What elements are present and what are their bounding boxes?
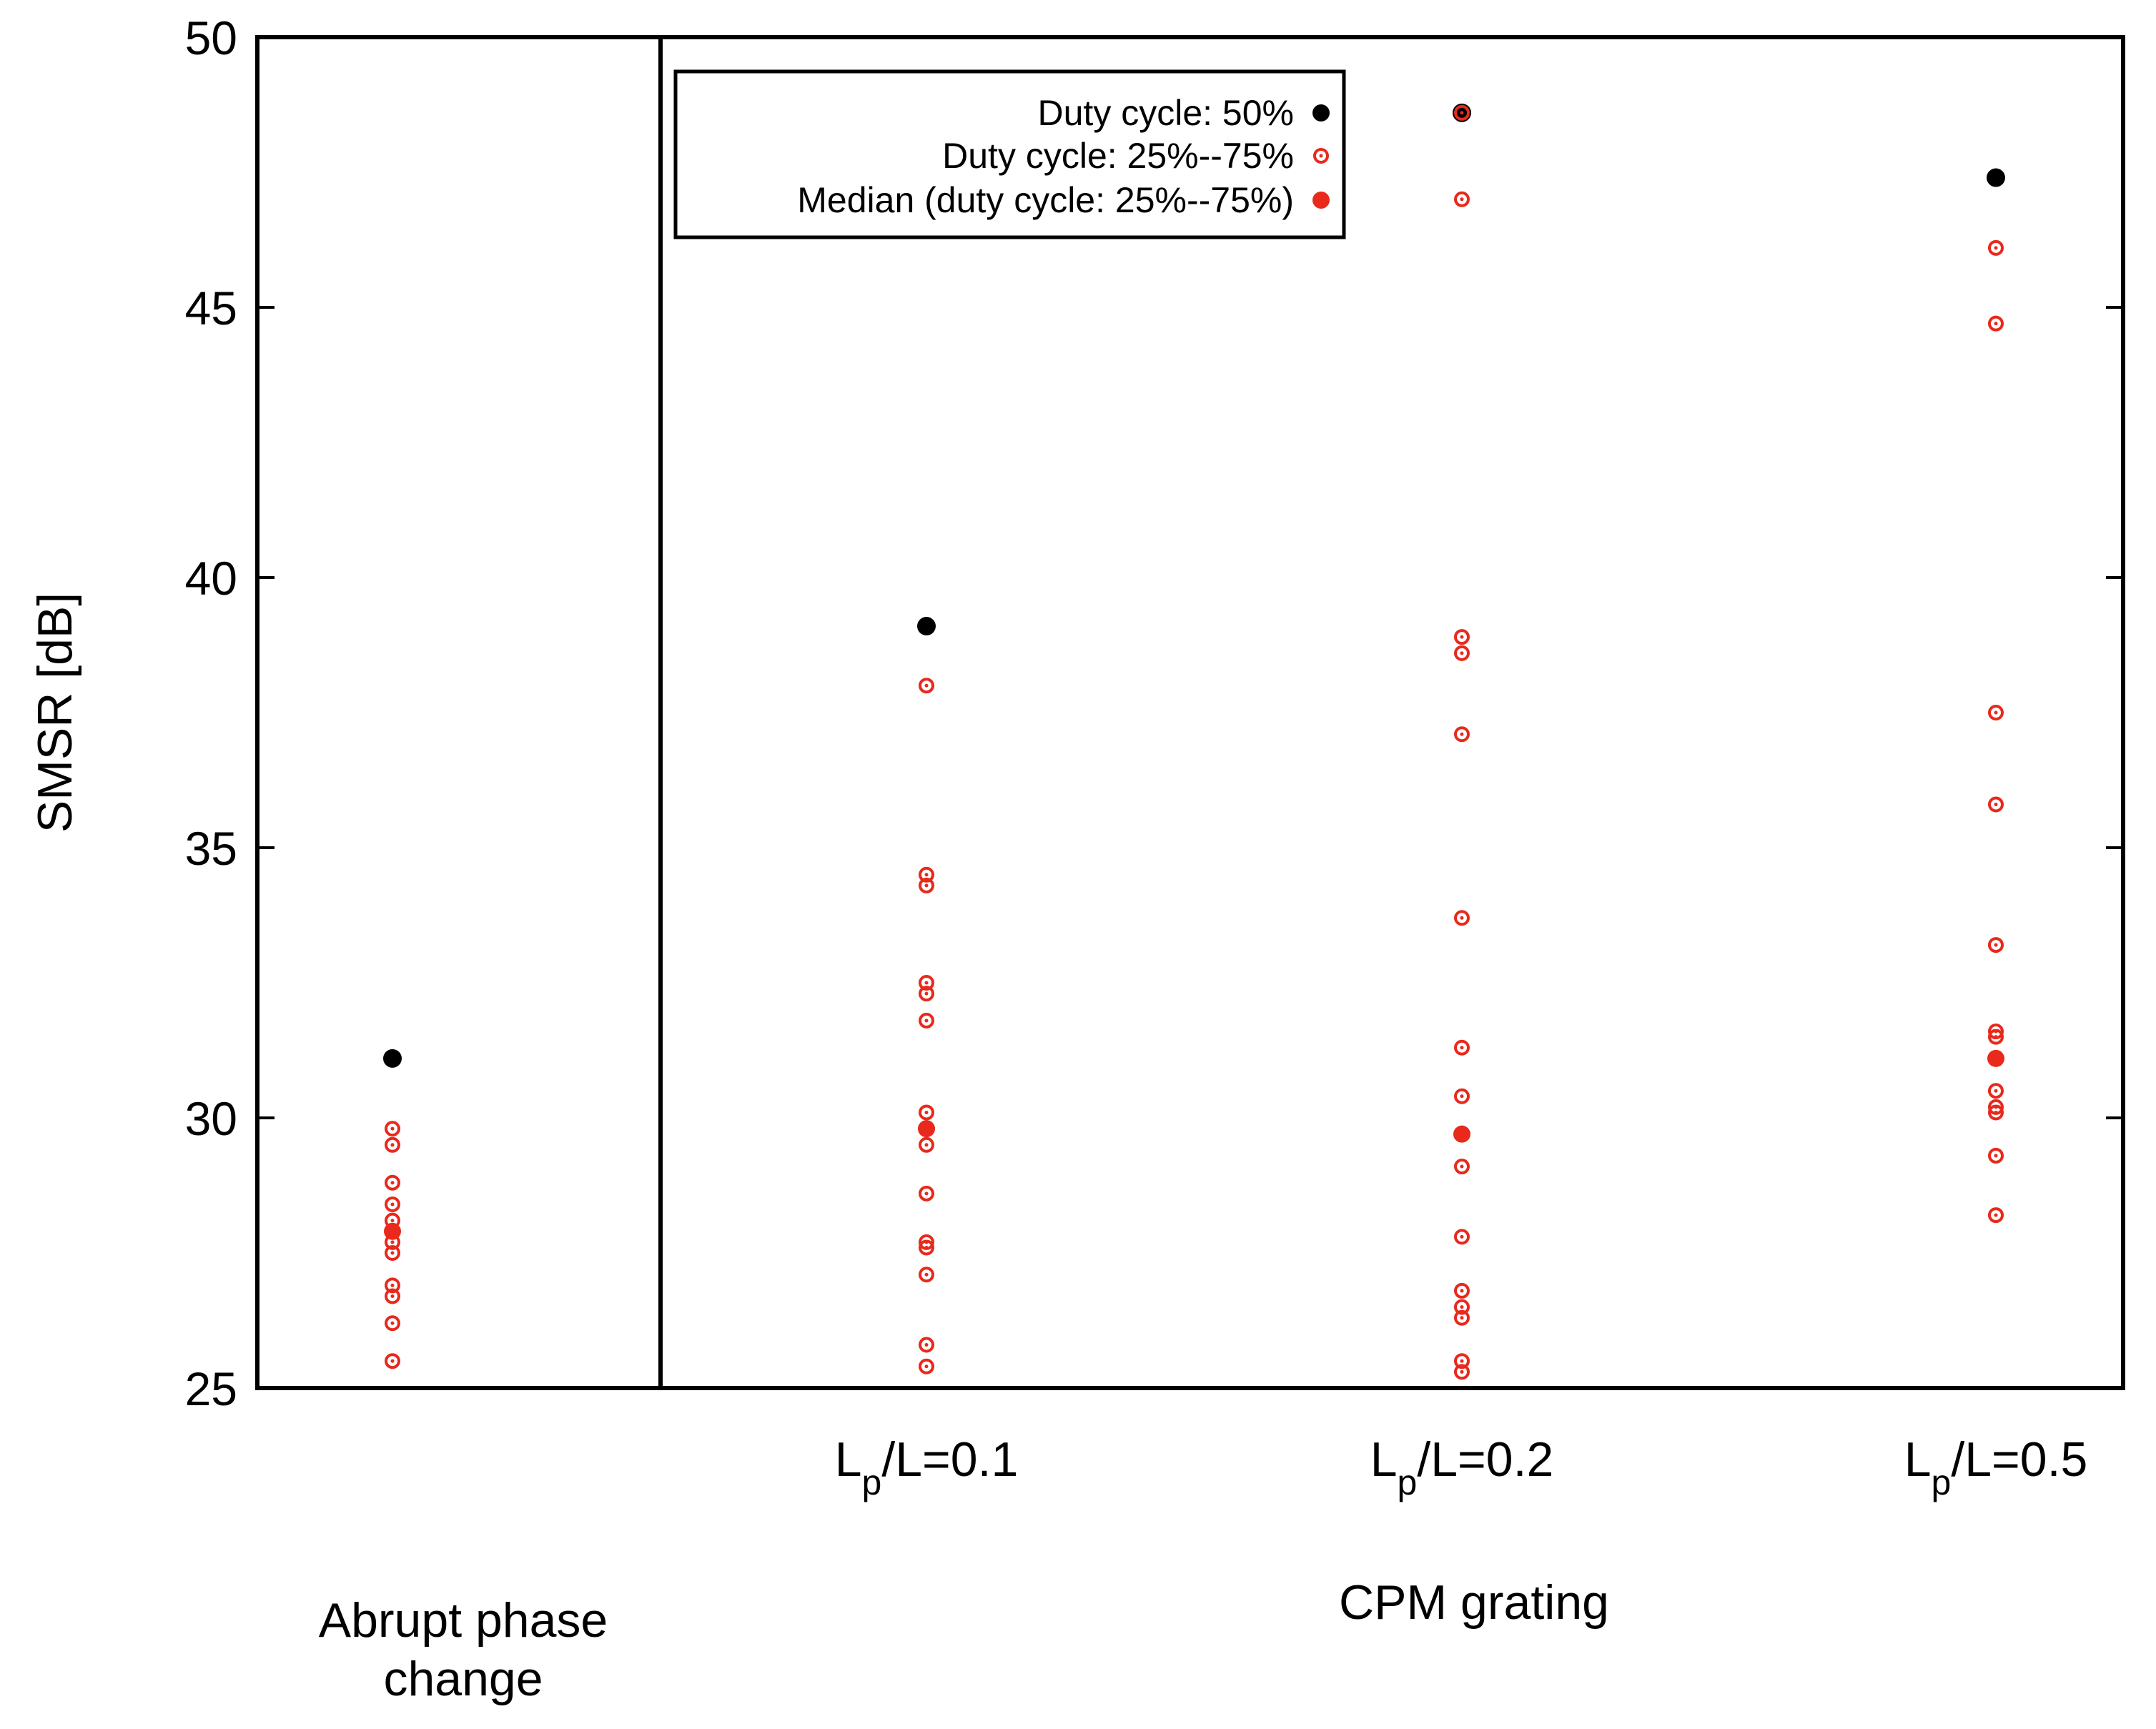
data-point [919, 1104, 934, 1121]
data-point [383, 1049, 402, 1068]
y-tick-label: 40 [185, 552, 237, 605]
legend: Duty cycle: 50%Duty cycle: 25%--75%Media… [673, 69, 1346, 239]
data-point [1454, 1039, 1470, 1056]
data-point [1988, 1029, 2004, 1045]
data-point [385, 1315, 400, 1332]
data-point [1988, 239, 2004, 256]
data-point [1454, 191, 1470, 207]
data-point [919, 877, 934, 893]
data-point [919, 975, 934, 991]
axis-labels: SMSR [dB] Lp/L=0.1 Lp/L=0.2 Lp/L=0.5 Abrupt … [28, 593, 2087, 1706]
legend-marker [1313, 148, 1329, 164]
data-point [919, 1239, 934, 1256]
y-axis-title: SMSR [dB] [28, 593, 82, 833]
y-axis-ticks: 25 30 35 40 45 50 [185, 11, 2123, 1415]
data-points [383, 103, 2005, 1380]
y-tick-label: 35 [185, 822, 237, 875]
data-point [1454, 1088, 1470, 1104]
data-point [385, 1121, 400, 1137]
data-point [385, 1245, 400, 1261]
data-point [1454, 629, 1470, 645]
data-point [919, 1267, 934, 1283]
legend-entry-label: Duty cycle: 25%--75% [942, 136, 1294, 176]
data-point [1454, 1299, 1470, 1315]
data-point [1988, 1147, 2004, 1164]
data-point [1454, 1309, 1470, 1326]
data-point [1988, 315, 2004, 332]
group-label: Abrupt phase change [319, 1593, 608, 1706]
data-point [1454, 726, 1470, 743]
data-point [385, 1353, 400, 1369]
data-point [384, 1222, 401, 1240]
y-tick-label: 50 [185, 11, 237, 64]
data-point [385, 1277, 400, 1294]
data-point [1988, 1083, 2004, 1099]
plot-frame [255, 35, 2125, 1390]
y-tick-label: 25 [185, 1362, 237, 1415]
y-tick-label: 45 [185, 282, 237, 335]
data-point [1988, 796, 2004, 813]
data-point [919, 1012, 934, 1029]
data-point [1988, 1207, 2004, 1224]
data-point [1454, 910, 1470, 926]
data-point [1454, 645, 1470, 661]
data-point [1454, 1364, 1470, 1380]
data-point [385, 1196, 400, 1212]
data-point [1454, 104, 1470, 121]
data-point [1987, 168, 2005, 187]
y-tick-label: 30 [185, 1092, 237, 1145]
data-point [919, 986, 934, 1002]
data-point [1453, 1125, 1470, 1143]
group-label: CPM grating [1339, 1575, 1609, 1630]
data-point [1988, 937, 2004, 953]
category-label: Lp/L=0.1 [835, 1432, 1019, 1502]
legend-entry-label: Median (duty cycle: 25%--75%) [797, 180, 1294, 220]
data-point [919, 866, 934, 883]
data-point [1988, 705, 2004, 720]
legend-entry-label: Duty cycle: 50% [1038, 93, 1294, 133]
data-point [1454, 1229, 1470, 1245]
data-point [919, 1337, 934, 1353]
data-point [1987, 1049, 2004, 1067]
category-label: Lp/L=0.2 [1370, 1432, 1554, 1502]
legend-marker [1312, 104, 1330, 122]
data-point [919, 1185, 934, 1202]
data-point [385, 1174, 400, 1191]
legend-box [673, 69, 1346, 239]
data-point [1988, 1104, 2004, 1121]
data-point [917, 617, 936, 636]
data-point [919, 1136, 934, 1153]
data-point [919, 1358, 934, 1374]
data-point [918, 1120, 935, 1138]
data-point [385, 1288, 400, 1304]
data-point [1454, 1282, 1470, 1299]
data-point [385, 1136, 400, 1153]
data-point [1454, 1353, 1470, 1369]
data-point [1454, 1159, 1470, 1175]
plot-border [255, 35, 2125, 1390]
category-label: Lp/L=0.5 [1904, 1432, 2088, 1502]
legend-marker [1312, 192, 1330, 209]
data-point [919, 678, 934, 694]
